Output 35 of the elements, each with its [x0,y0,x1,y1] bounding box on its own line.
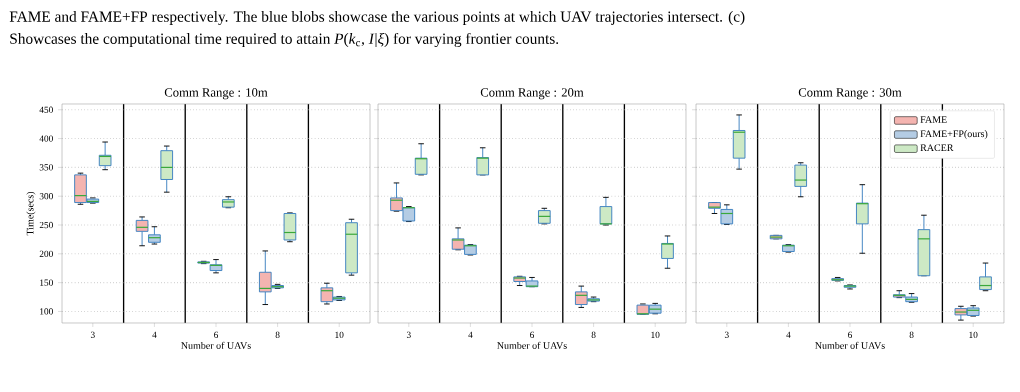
x-axis-title: Number of UAVs [815,341,885,349]
x-tick-label: 8 [909,331,914,338]
text: FAME and FAME+FP respectively. The blue blobs showcase the various points at which UAV trajectories intersect. (c) [9,11,745,25]
x-tick-label: 3 [406,331,411,338]
x-tick-label: 6 [848,331,853,338]
x-tick-label: 4 [786,331,791,338]
y-tick-label: 200 [39,250,53,257]
y-tick-label: 150 [40,279,53,286]
legend-label: FAME+FP(ours) [920,130,988,140]
x-tick-label: 10 [335,331,344,338]
y-tick-label: 400 [39,135,53,142]
x-tick-label: 4 [152,331,157,338]
x-axis-title: Number of UAVs [181,341,251,349]
y-tick-label: 300 [39,193,53,200]
x-tick-label: 10 [651,331,660,338]
legend-label: FAME [920,116,947,123]
chart-title: Comm Range : 20m [480,88,584,100]
y-tick-label: 250 [39,221,53,229]
text: Showcases the computational time required to attain P(k$_{c}$, I|ξ) for varying frontier counts. [10,32,559,48]
x-tick-label: 6 [530,331,535,338]
x-tick-label: 3 [90,331,95,338]
x-tick-label: 10 [969,331,978,338]
chart-title: Comm Range : 30m [798,88,902,100]
y-tick-label: 450 [39,106,53,113]
x-tick-label: 4 [468,331,473,338]
legend-label: RACER [920,144,954,152]
chart-title: Comm Range : 10m [164,88,268,100]
x-axis-title: Number of UAVs [497,341,567,349]
x-tick-label: 3 [724,331,729,338]
y-tick-label: 100 [40,308,53,315]
x-tick-label: 8 [591,331,596,338]
y-tick-label: 350 [39,164,53,171]
x-tick-label: 8 [275,331,280,338]
x-tick-label: 6 [214,331,219,338]
y-axis-title: Time(secs) [26,191,36,236]
